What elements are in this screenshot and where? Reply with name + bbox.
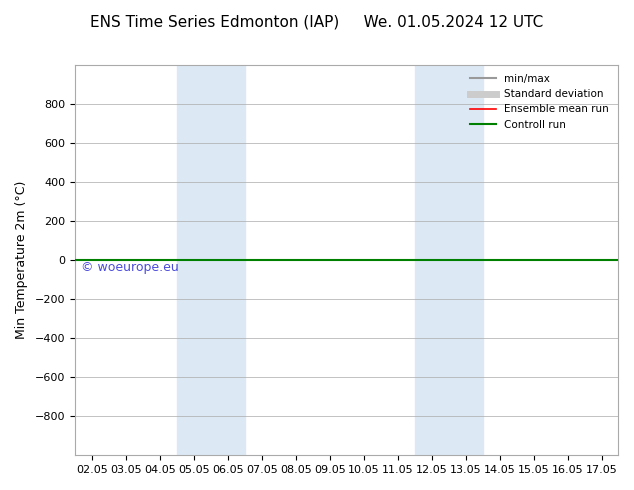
Bar (177, 65, 245, 455)
Text: ENS Time Series Edmonton (IAP)     We. 01.05.2024 12 UTC: ENS Time Series Edmonton (IAP) We. 01.05… (91, 15, 543, 30)
Bar (415, 65, 482, 455)
Legend: min/max, Standard deviation, Ensemble mean run, Controll run: min/max, Standard deviation, Ensemble me… (466, 70, 613, 134)
Text: © woeurope.eu: © woeurope.eu (81, 261, 178, 274)
Y-axis label: Min Temperature 2m (°C): Min Temperature 2m (°C) (15, 181, 28, 339)
